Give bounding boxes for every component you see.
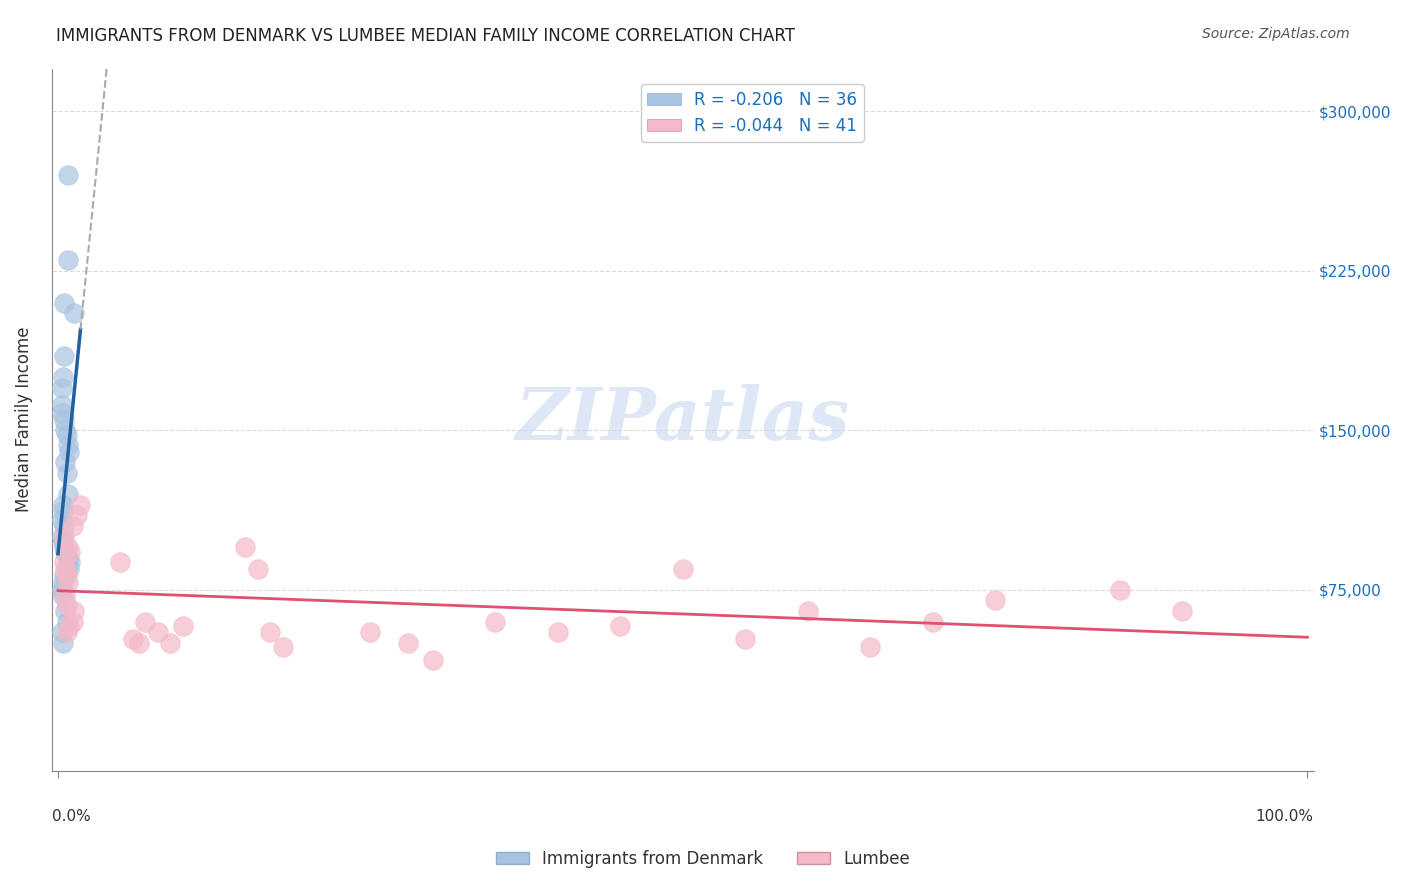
- Point: [56, 438, 79, 452]
- Point: [55, 544, 77, 558]
- Point: [134, 615, 156, 629]
- Y-axis label: Median Family Income: Median Family Income: [15, 326, 32, 512]
- Point: [359, 625, 381, 640]
- Point: [52, 636, 75, 650]
- Point: [63, 306, 86, 320]
- Point: [484, 615, 506, 629]
- Point: [66, 508, 89, 523]
- Point: [52, 589, 75, 603]
- Point: [55, 625, 77, 640]
- Text: ZIPatlas: ZIPatlas: [516, 384, 849, 455]
- Point: [55, 427, 77, 442]
- Point: [53, 568, 76, 582]
- Point: [63, 604, 86, 618]
- Point: [58, 619, 80, 633]
- Point: [55, 598, 77, 612]
- Point: [271, 640, 294, 655]
- Point: [51, 530, 73, 544]
- Point: [56, 253, 79, 268]
- Point: [69, 498, 91, 512]
- Legend: R = -0.206   N = 36, R = -0.044   N = 41: R = -0.206 N = 36, R = -0.044 N = 41: [641, 84, 863, 142]
- Point: [55, 423, 77, 437]
- Point: [55, 455, 77, 469]
- Point: [55, 466, 77, 480]
- Point: [52, 576, 75, 591]
- Point: [51, 513, 73, 527]
- Point: [58, 444, 80, 458]
- Point: [62, 519, 84, 533]
- Point: [52, 370, 75, 384]
- Point: [1109, 582, 1132, 597]
- Point: [53, 530, 76, 544]
- Point: [422, 653, 444, 667]
- Point: [56, 576, 79, 591]
- Text: Source: ZipAtlas.com: Source: ZipAtlas.com: [1202, 27, 1350, 41]
- Point: [52, 533, 75, 548]
- Point: [1171, 604, 1194, 618]
- Point: [58, 561, 80, 575]
- Point: [921, 615, 943, 629]
- Point: [53, 349, 76, 363]
- Point: [259, 625, 281, 640]
- Point: [51, 625, 73, 640]
- Point: [62, 615, 84, 629]
- Point: [55, 615, 77, 629]
- Text: 0.0%: 0.0%: [52, 809, 90, 824]
- Point: [51, 398, 73, 412]
- Point: [159, 636, 181, 650]
- Point: [53, 295, 76, 310]
- Point: [56, 541, 79, 555]
- Point: [609, 619, 631, 633]
- Point: [59, 555, 82, 569]
- Point: [859, 640, 882, 655]
- Point: [53, 412, 76, 426]
- Point: [55, 589, 77, 603]
- Point: [53, 555, 76, 569]
- Point: [55, 604, 77, 618]
- Point: [146, 625, 169, 640]
- Point: [59, 544, 82, 558]
- Point: [56, 550, 79, 565]
- Point: [672, 561, 695, 575]
- Point: [53, 519, 76, 533]
- Point: [52, 504, 75, 518]
- Point: [56, 487, 79, 501]
- Point: [984, 593, 1007, 607]
- Point: [796, 604, 818, 618]
- Point: [172, 619, 194, 633]
- Point: [56, 168, 79, 182]
- Point: [51, 406, 73, 420]
- Point: [110, 555, 132, 569]
- Point: [734, 632, 756, 646]
- Text: 100.0%: 100.0%: [1256, 809, 1313, 824]
- Point: [51, 381, 73, 395]
- Point: [128, 636, 150, 650]
- Text: IMMIGRANTS FROM DENMARK VS LUMBEE MEDIAN FAMILY INCOME CORRELATION CHART: IMMIGRANTS FROM DENMARK VS LUMBEE MEDIAN…: [56, 27, 796, 45]
- Point: [547, 625, 569, 640]
- Point: [396, 636, 419, 650]
- Point: [51, 582, 73, 597]
- Point: [246, 561, 269, 575]
- Point: [53, 541, 76, 555]
- Point: [52, 498, 75, 512]
- Point: [55, 561, 77, 575]
- Legend: Immigrants from Denmark, Lumbee: Immigrants from Denmark, Lumbee: [489, 844, 917, 875]
- Point: [122, 632, 145, 646]
- Point: [235, 541, 257, 555]
- Point: [55, 568, 77, 582]
